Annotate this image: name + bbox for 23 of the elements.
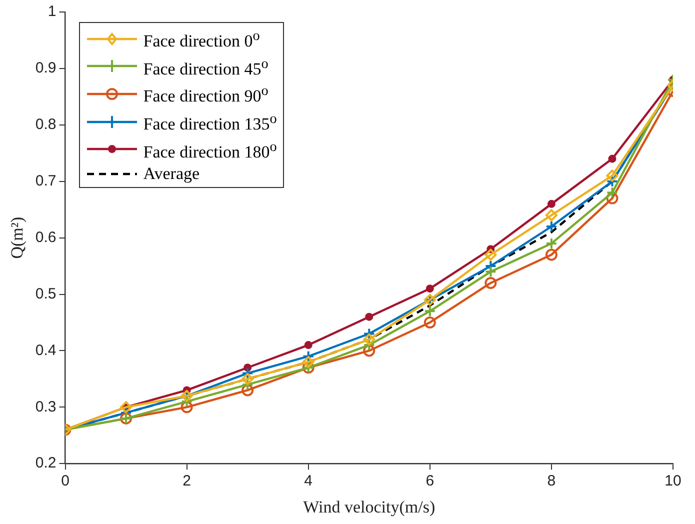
y-tick-label: 0.3 — [35, 398, 56, 416]
y-tick-label: 0.8 — [35, 116, 56, 134]
x-tick-label: 0 — [61, 472, 70, 490]
y-tick-label: 0.7 — [35, 172, 56, 190]
x-tick-label: 4 — [304, 472, 313, 490]
legend-label: Average — [143, 163, 200, 186]
legend-label: Face direction 45$^{o}$ — [143, 54, 268, 80]
y-axis-title: Q(m²) — [8, 216, 27, 259]
legend-label: Face direction 135$^{o}$ — [143, 110, 277, 136]
x-tick-label: 8 — [547, 472, 556, 490]
y-tick-label: 0.2 — [35, 454, 56, 472]
x-axis-title: Wind velocity(m/s) — [303, 497, 436, 516]
y-tick-label: 0.9 — [35, 60, 56, 77]
legend-label: Face direction 0$^{o}$ — [143, 27, 260, 53]
legend-label: Face direction 90$^{o}$ — [143, 82, 268, 108]
x-tick-label: 10 — [664, 472, 682, 490]
y-tick-label: 0.6 — [35, 228, 56, 246]
x-tick-label: 6 — [426, 472, 434, 490]
legend-label: Face direction 180$^{o}$ — [143, 138, 277, 164]
y-tick-label: 0.4 — [35, 342, 56, 359]
y-tick-label: 0.5 — [35, 285, 56, 302]
y-tick-label: 1 — [48, 3, 56, 20]
x-tick-label: 2 — [182, 472, 191, 490]
